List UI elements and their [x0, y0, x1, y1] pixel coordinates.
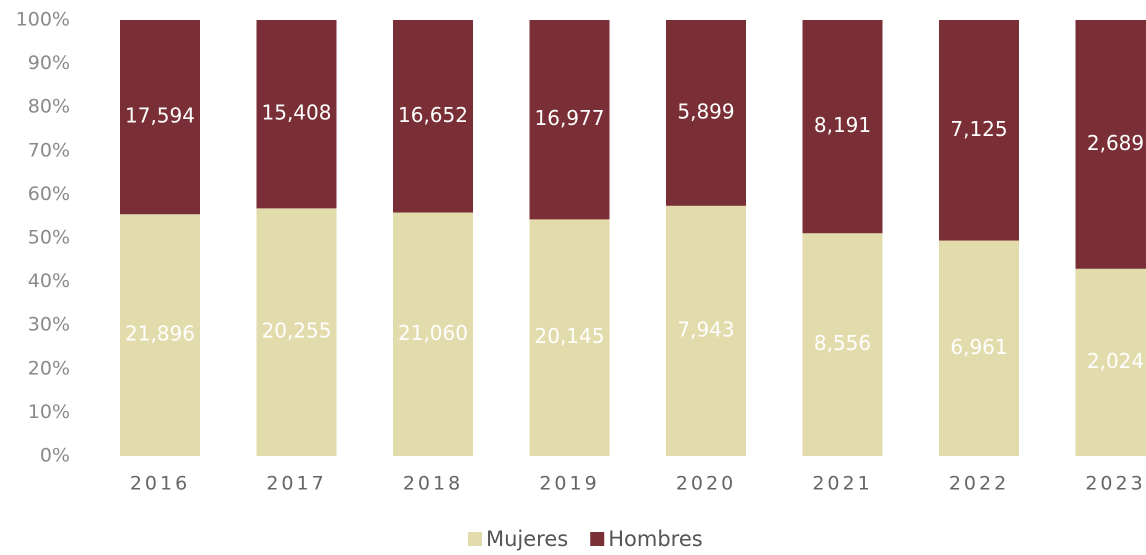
bar-segment: [666, 20, 746, 206]
y-tick-label: 30%: [28, 314, 70, 336]
bar-segment: [393, 212, 473, 456]
data-label: 8,556: [814, 331, 871, 355]
x-tick-label: 2022: [949, 473, 1009, 495]
y-tick-label: 70%: [28, 139, 70, 161]
bar-segment: [1075, 268, 1146, 456]
data-label: 7,943: [677, 317, 734, 341]
x-tick-label: 2018: [403, 473, 463, 495]
data-label: 8,191: [814, 113, 871, 137]
y-tick-label: 50%: [28, 227, 70, 249]
y-tick-label: 10%: [28, 401, 70, 423]
legend-label: Hombres: [608, 527, 702, 551]
y-tick-label: 90%: [28, 52, 70, 74]
data-label: 16,977: [535, 106, 605, 130]
x-tick-label: 2016: [130, 473, 190, 495]
x-tick-label: 2019: [539, 473, 599, 495]
bar-segment: [529, 219, 610, 456]
y-tick-label: 80%: [28, 96, 70, 118]
data-label: 2,024: [1087, 349, 1144, 373]
data-label: 5,899: [677, 99, 734, 123]
bar-segment: [802, 233, 883, 456]
y-tick-label: 40%: [28, 270, 70, 292]
y-tick-label: 0%: [40, 445, 70, 467]
data-label: 21,060: [398, 321, 468, 345]
x-tick-label: 2021: [812, 473, 872, 495]
bar-segment: [666, 205, 746, 456]
data-label: 21,896: [125, 322, 195, 346]
bar-segment: [256, 20, 337, 209]
legend-label: Mujeres: [486, 527, 568, 551]
data-label: 16,652: [398, 103, 468, 127]
y-tick-label: 60%: [28, 183, 70, 205]
data-label: 17,594: [125, 104, 195, 128]
data-label: 2,689: [1087, 131, 1144, 155]
legend-swatch: [590, 532, 605, 546]
data-label: 20,145: [535, 324, 605, 348]
bar-segment: [120, 214, 200, 456]
bar-segment: [939, 20, 1019, 241]
data-label: 15,408: [262, 101, 332, 125]
bar-segment: [939, 240, 1019, 456]
legend-swatch: [468, 532, 482, 546]
bar-segment: [256, 208, 337, 456]
data-label: 20,255: [262, 319, 332, 343]
bar-segment: [393, 20, 473, 213]
y-tick-label: 20%: [28, 357, 70, 379]
bar-segment: [1075, 20, 1146, 269]
data-label: 6,961: [950, 335, 1007, 359]
x-tick-label: 2020: [676, 473, 736, 495]
bar-segment: [120, 20, 200, 215]
x-tick-label: 2017: [266, 473, 326, 495]
y-tick-label: 100%: [16, 9, 70, 31]
bar-segment: [802, 20, 883, 234]
x-tick-label: 2023: [1085, 473, 1145, 495]
data-label: 7,125: [950, 117, 1007, 141]
bar-segment: [529, 20, 610, 220]
